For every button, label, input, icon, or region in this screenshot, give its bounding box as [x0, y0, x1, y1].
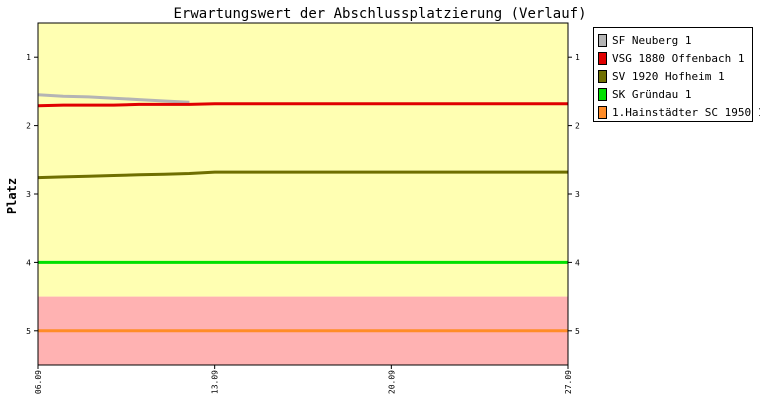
y-tick-label-right-1: 1	[575, 53, 580, 62]
legend-label-5: 1.Hainstädter SC 1950 1	[612, 105, 760, 119]
y-axis-label: Platz	[5, 178, 19, 214]
legend-label-4: SK Gründau 1	[612, 87, 692, 101]
y-tick-label-right-3: 3	[575, 190, 580, 199]
zone-band-1	[38, 23, 568, 297]
x-tick-label-1: 06.09	[34, 370, 43, 394]
chart-legend: SF Neuberg 1 VSG 1880 Offenbach 1 SV 1920 …	[593, 27, 760, 122]
series-line-2	[37, 102, 568, 108]
y-tick-label-right-5: 5	[575, 327, 580, 336]
legend-swatch-2	[598, 51, 607, 65]
legend-item-2: VSG 1880 Offenbach 1	[594, 49, 752, 67]
y-tick-label-left-5: 5	[26, 327, 31, 336]
legend-swatch-1	[598, 33, 607, 47]
legend-swatch-4	[598, 87, 607, 101]
y-tick-label-right-4: 4	[575, 258, 580, 267]
legend-item-5: 1.Hainstädter SC 1950 1	[594, 103, 760, 121]
y-tick-label-left-1: 1	[26, 53, 31, 62]
chart-axes: 1 1 2 2 3 3 4 4 5 5 06.09 13.09 20.09 27.09	[26, 53, 580, 394]
legend-label-1: SF Neuberg 1	[612, 33, 692, 47]
series-line-3	[37, 170, 568, 180]
x-tick-label-3: 20.09	[387, 370, 396, 394]
legend-label-2: VSG 1880 Offenbach 1	[612, 51, 745, 65]
legend-item-1: SF Neuberg 1	[594, 31, 752, 49]
y-tick-label-left-2: 2	[26, 122, 31, 131]
x-tick-label-4: 27.09	[564, 370, 573, 394]
legend-item-3: SV 1920 Hofheim 1	[594, 67, 752, 85]
series-line-1	[37, 93, 190, 104]
y-tick-label-left-3: 3	[26, 190, 31, 199]
chart-title: Erwartungswert der Abschlussplatzierung …	[173, 6, 586, 22]
legend-swatch-3	[598, 69, 607, 83]
y-tick-label-left-4: 4	[26, 258, 31, 267]
chart-zones	[38, 23, 568, 365]
x-tick-label-2: 13.09	[211, 370, 220, 394]
legend-item-4: SK Gründau 1	[594, 85, 752, 103]
chart-series	[37, 93, 568, 333]
legend-label-3: SV 1920 Hofheim 1	[612, 69, 725, 83]
y-tick-label-right-2: 2	[575, 122, 580, 131]
legend-swatch-5	[598, 105, 607, 119]
